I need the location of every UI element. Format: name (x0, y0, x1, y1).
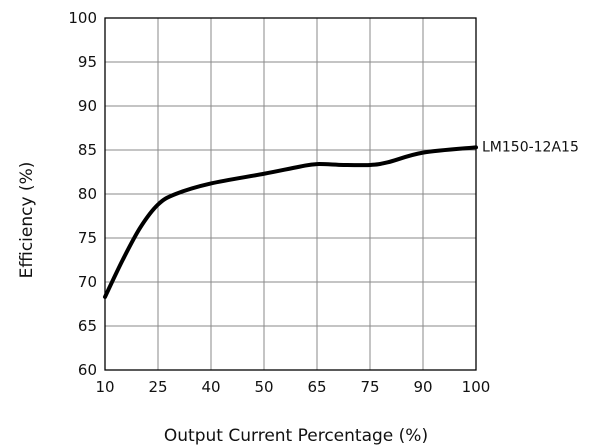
series-lines (105, 147, 476, 297)
x-tick-label: 75 (360, 378, 379, 396)
x-tick-label: 90 (413, 378, 432, 396)
y-tick-label: 65 (78, 317, 97, 335)
y-tick-label: 60 (78, 361, 97, 379)
y-tick-label: 75 (78, 229, 97, 247)
series-label: LM150-12A15 (482, 139, 579, 155)
x-tick-label: 50 (254, 378, 273, 396)
x-tick-label: 25 (148, 378, 167, 396)
series-line (105, 147, 476, 297)
y-tick-label: 95 (78, 53, 97, 71)
series-labels: LM150-12A15 (482, 139, 579, 155)
y-tick-label: 90 (78, 97, 97, 115)
tick-labels: 10 25 40 50 65 75 90 100 60 65 70 75 80 85 90 95 100 (68, 9, 490, 396)
y-axis-title: Efficiency (%) (17, 162, 37, 279)
y-tick-label: 70 (78, 273, 97, 291)
gridlines (105, 18, 476, 370)
x-tick-label: 10 (95, 378, 114, 396)
x-tick-label: 65 (307, 378, 326, 396)
x-tick-label: 100 (462, 378, 491, 396)
y-tick-label: 100 (68, 9, 97, 27)
x-tick-label: 40 (201, 378, 220, 396)
x-axis-title: Output Current Percentage (%) (164, 426, 428, 446)
y-tick-label: 80 (78, 185, 97, 203)
y-tick-label: 85 (78, 141, 97, 159)
